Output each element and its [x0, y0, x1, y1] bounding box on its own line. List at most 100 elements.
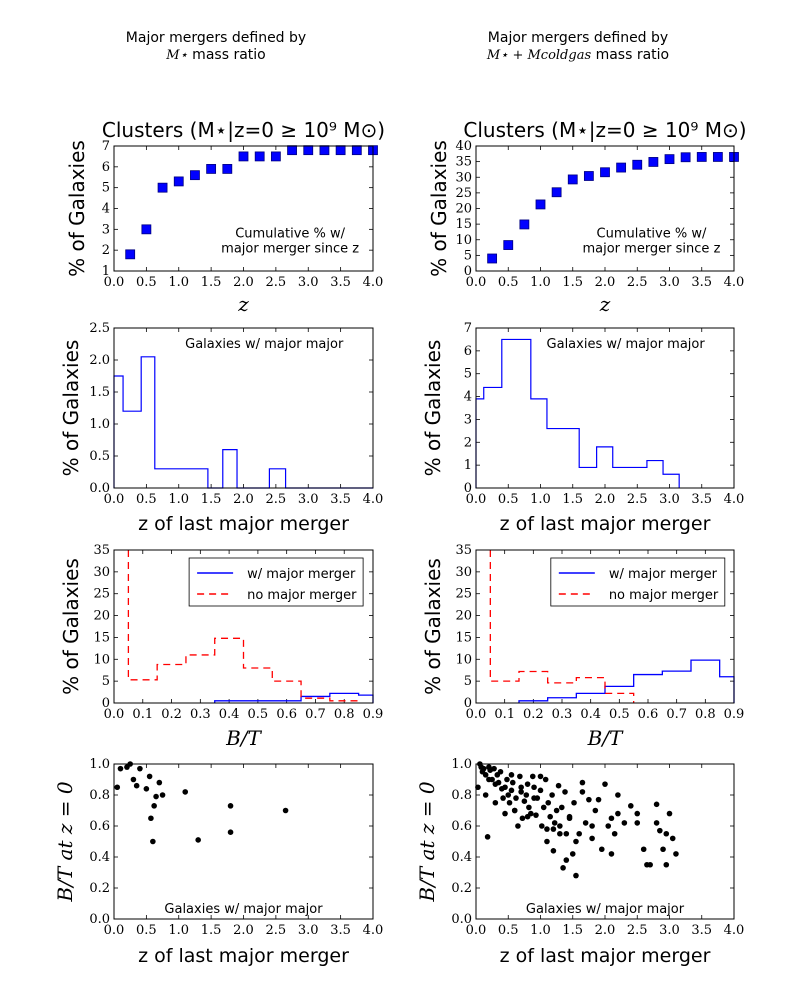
x-tick-label: 0.0	[466, 492, 487, 507]
x-axis-label: z of last major merger	[500, 513, 711, 535]
data-point	[663, 861, 670, 868]
y-tick-label: 35	[455, 155, 472, 170]
data-point	[608, 851, 615, 857]
left-title-suffix: mass ratio	[187, 47, 266, 63]
data-square	[206, 164, 217, 174]
data-point	[508, 772, 515, 778]
y-tick-label: 0	[464, 264, 472, 279]
x-tick-label: 4.0	[363, 275, 384, 290]
data-point	[558, 804, 565, 811]
plot-frame	[475, 327, 735, 489]
plot-frame	[113, 327, 374, 489]
x-tick-label: 1.0	[530, 275, 551, 290]
x-tick-label: 2.5	[266, 275, 287, 290]
data-point	[660, 846, 666, 853]
panel-hist_right: 0.0 0.5 1.0 1.5 2.0 2.5 3.0 3.5 4.0 0 1 2 3 4 5 6 7 % of …	[421, 321, 744, 535]
x-tick-label: 2.5	[627, 492, 648, 507]
x-tick-label: 0.4	[219, 707, 240, 722]
x-tick-label: 0.0	[104, 275, 125, 290]
x-tick-label: 1.5	[562, 923, 583, 938]
y-tick-label: 15	[455, 217, 472, 232]
y-tick-label: 30	[455, 565, 472, 580]
x-axis-label: z	[237, 292, 249, 316]
data-point	[143, 786, 150, 792]
data-square	[173, 176, 184, 187]
x-tick-label: 1.5	[201, 275, 222, 290]
data-point	[502, 810, 508, 817]
data-point	[557, 823, 563, 829]
data-point	[482, 772, 489, 778]
data-point	[537, 773, 544, 780]
data-square	[535, 199, 546, 210]
x-tick-label: 3.5	[691, 492, 712, 507]
x-tick-label: 0.2	[523, 707, 544, 722]
y-tick-label: 1.0	[89, 417, 110, 432]
x-tick-label: 3.5	[691, 923, 712, 938]
data-point	[519, 815, 526, 822]
series-w-major-merger	[518, 659, 735, 703]
data-point	[504, 776, 510, 783]
y-tick-label: 3	[102, 222, 110, 237]
y-tick-label: 0.8	[89, 788, 110, 803]
legend-frame	[188, 557, 364, 607]
y-tick-label: 40	[455, 139, 472, 154]
data-point	[579, 789, 586, 795]
data-point	[673, 851, 679, 857]
data-point	[547, 813, 553, 820]
data-point	[553, 807, 560, 814]
data-point	[150, 838, 156, 845]
x-tick-label: 1.5	[562, 492, 583, 507]
y-tick-label: 5	[464, 367, 472, 382]
data-square	[335, 145, 346, 156]
x-tick-label: 0.5	[248, 707, 269, 722]
plot-frame	[113, 763, 374, 920]
data-point	[117, 765, 124, 772]
x-tick-label: 0.0	[104, 492, 125, 507]
data-square	[303, 145, 314, 156]
data-point	[151, 803, 157, 809]
data-point	[500, 795, 506, 801]
y-tick-label: 20	[93, 609, 110, 624]
y-tick-label: 4	[464, 390, 472, 405]
x-tick-label: 3.5	[330, 923, 351, 938]
data-point	[653, 820, 660, 826]
data-point	[666, 810, 673, 817]
data-square	[680, 152, 691, 163]
right-title-symbol: M⋆ + Mcoldgas	[486, 48, 592, 63]
data-point	[227, 803, 234, 809]
data-point	[524, 781, 531, 787]
data-point	[542, 776, 549, 783]
data-point	[524, 813, 531, 820]
data-square	[287, 145, 297, 156]
x-tick-label: 3.0	[298, 275, 319, 290]
data-point	[566, 813, 573, 820]
y-tick-label: 0.6	[451, 819, 472, 834]
x-tick-label: 2.0	[595, 923, 616, 938]
data-point	[592, 807, 599, 814]
data-square	[254, 151, 265, 162]
y-axis-label: % of Galaxies	[427, 140, 451, 277]
histogram-step	[475, 338, 680, 488]
panel-sc_right: 0.0 0.5 1.0 1.5 2.0 2.5 3.0 3.5 4.0 0.0 0.2 0.4 0.6 0…	[415, 757, 744, 967]
data-square	[648, 157, 659, 167]
x-axis-label: z of last major merger	[500, 945, 711, 967]
legend-label: w/ major merger	[609, 567, 718, 582]
annotation: Galaxies w/ major major	[547, 337, 706, 352]
annotation-line2: major merger since z	[582, 241, 720, 256]
data-point	[555, 782, 562, 789]
x-tick-label: 0.4	[580, 707, 601, 722]
data-point	[509, 779, 516, 786]
panel-cum_right: 0.0 0.5 1.0 1.5 2.0 2.5 3.0 3.5 4.0 0510152025303…	[427, 118, 747, 316]
data-point	[571, 799, 577, 806]
y-tick-label: 0.4	[89, 850, 110, 865]
x-tick-label: 0.5	[136, 923, 157, 938]
x-tick-label: 0.3	[552, 707, 573, 722]
x-tick-label: 2.0	[595, 275, 616, 290]
data-point	[506, 799, 513, 806]
data-square	[696, 152, 707, 162]
data-point	[621, 820, 628, 826]
data-point	[153, 793, 159, 800]
y-tick-label: 0	[464, 696, 472, 711]
data-point	[159, 792, 166, 798]
data-point	[657, 827, 663, 834]
